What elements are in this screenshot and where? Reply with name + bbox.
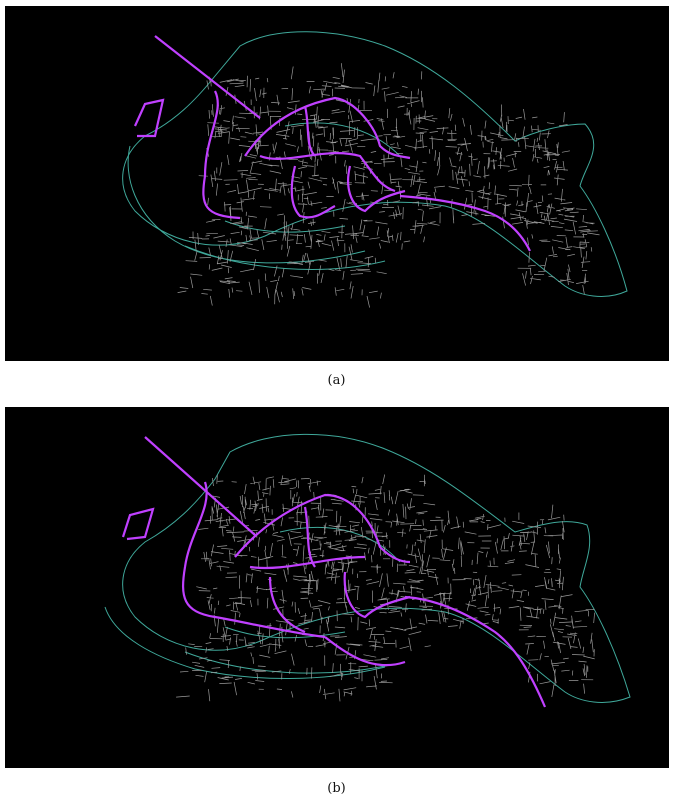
highlighted-route: [133, 35, 531, 252]
caption-a: (a): [327, 373, 346, 388]
map-panel-b: [5, 407, 669, 768]
caption-b: (b): [327, 781, 346, 796]
waterway-outline: [122, 31, 628, 297]
map-canvas-a: [122, 31, 628, 308]
street-segments: [176, 474, 595, 702]
street-network: [177, 63, 600, 308]
highlighted-route: [121, 436, 547, 708]
street-network: [176, 474, 595, 702]
waterway-outline: [104, 433, 631, 703]
map-canvas-b: [104, 433, 631, 708]
map-panel-a: [5, 6, 669, 361]
street-segments: [177, 63, 600, 308]
